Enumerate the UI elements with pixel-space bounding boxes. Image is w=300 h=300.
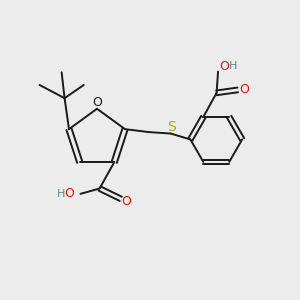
Text: O: O [93, 96, 103, 109]
Text: O: O [122, 195, 132, 208]
Text: O: O [239, 83, 249, 96]
Text: H: H [229, 61, 238, 71]
Text: O: O [64, 187, 74, 200]
Text: S: S [167, 120, 176, 134]
Text: H: H [57, 188, 66, 199]
Text: O: O [220, 60, 230, 73]
